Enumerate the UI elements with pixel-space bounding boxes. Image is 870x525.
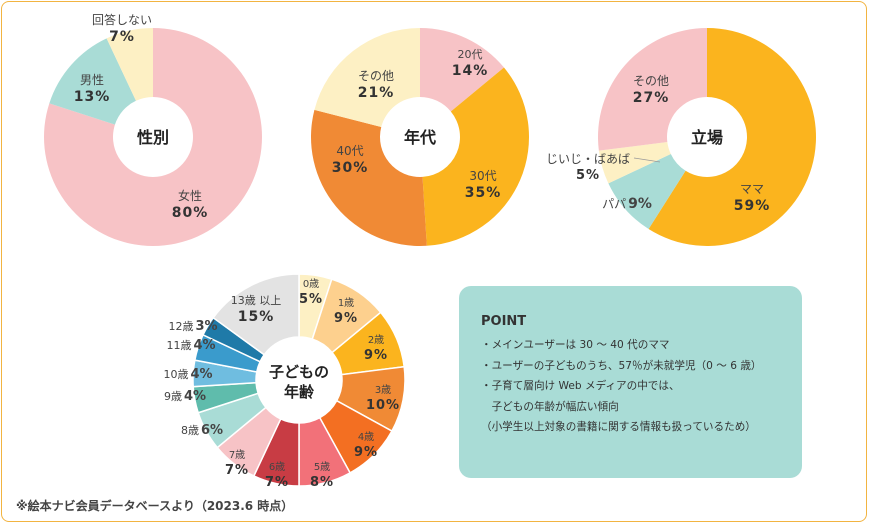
chart1-slice-2	[106, 28, 153, 101]
chart4-label-name-12: 12歳	[168, 320, 193, 333]
chart2-slice-1	[422, 67, 529, 246]
chart4-slice-13	[212, 273, 300, 356]
chart4-label-value-2: 9%	[364, 348, 388, 363]
chart3-label-1: パパ 9%	[602, 196, 652, 212]
chart4-label-value-3: 10%	[366, 398, 400, 413]
chart4-label-value-12: 3%	[195, 319, 217, 334]
chart4-label-name-10: 10歳	[163, 368, 188, 381]
chart4-title-line2: 年齢	[284, 383, 315, 401]
chart1-label-value-0: 80%	[172, 205, 209, 221]
chart4-label-name-7: 7歳	[229, 449, 245, 461]
chart2-label-name-2: 40代	[336, 144, 363, 158]
chart4-label-value-5: 8%	[310, 475, 334, 490]
chart2-label-name-1: 30代	[469, 169, 496, 183]
chart3-label-value-1: 9%	[628, 196, 652, 212]
chart4-label-8: 8歳 6%	[181, 423, 223, 438]
chart4-label-value-4: 9%	[354, 445, 378, 460]
chart4-label-value-10: 4%	[190, 367, 212, 382]
chart4-label-9: 9歳 4%	[164, 389, 206, 404]
chart4-label-value-0: 5%	[299, 292, 323, 307]
chart3-leader-line	[633, 157, 661, 163]
chart4-label-10: 10歳 4%	[163, 367, 212, 382]
chart1-title: 性別	[137, 128, 169, 147]
chart1-label-name-2: 回答しない	[92, 12, 152, 27]
chart4-label-name-1: 1歳	[338, 297, 354, 309]
footnote: ※絵本ナビ会員データベースより（2023.6 時点）	[16, 499, 294, 513]
chart2-slice-0	[420, 28, 504, 112]
chart4-label-value-6: 7%	[265, 475, 289, 490]
donut-chart-2: 20代 14% 30代 35% 40代 30% その他 21% 年代	[310, 28, 529, 247]
chart3-slice-3	[598, 28, 707, 151]
point-line-3: ・子育て層向け Web メディアの中では、	[481, 380, 680, 392]
chart1-slice-0	[44, 28, 263, 246]
chart2-label-value-0: 14%	[452, 63, 489, 79]
chart3-title: 立場	[691, 128, 723, 147]
chart4-label-name-5: 5歳	[314, 461, 330, 473]
chart4-title-line1: 子どもの	[269, 363, 329, 381]
chart3-slice-1	[608, 154, 686, 230]
point-title: POINT	[481, 314, 527, 329]
chart3-slice-0	[648, 28, 817, 247]
chart2-slice-2	[310, 109, 427, 247]
chart4-label-value-1: 9%	[334, 311, 358, 326]
chart2-slice-3	[314, 28, 420, 128]
chart3-label-value-0: 59%	[734, 198, 771, 214]
chart4-label-11: 11歳 4%	[166, 338, 215, 353]
chart4-label-name-3: 3歳	[375, 384, 391, 396]
chart4-label-name-2: 2歳	[368, 334, 384, 346]
chart1-slice-1	[49, 38, 136, 125]
donut-chart-1: 女性 80% 男性 13% 回答しない 7% 性別	[44, 12, 263, 246]
chart3-label-value-2: 5%	[576, 168, 600, 183]
chart2-label-name-3: その他	[358, 69, 394, 83]
chart4-label-value-11: 4%	[193, 338, 215, 353]
chart3-label-name-3: その他	[633, 74, 669, 88]
chart4-label-name-0: 0歳	[303, 278, 319, 290]
chart4-label-value-8: 6%	[201, 423, 223, 438]
chart3-label-name-2: じいじ・ばあば	[546, 152, 630, 166]
chart3-slice-2	[598, 142, 671, 184]
chart1-label-value-2: 7%	[109, 29, 135, 45]
chart2-title: 年代	[404, 128, 436, 147]
chart4-label-name-8: 8歳	[181, 424, 199, 437]
chart4-label-12: 12歳 3%	[168, 319, 217, 334]
chart1-label-name-0: 女性	[178, 188, 202, 203]
chart3-label-name-1: パパ	[602, 197, 626, 211]
point-line-4: 子どもの年齢が幅広い傾向	[481, 400, 619, 413]
chart4-label-name-13: 13歳 以上	[231, 294, 282, 307]
chart4-label-value-9: 4%	[184, 389, 206, 404]
donut-chart-3: ママ 59% パパ 9% じいじ・ばあば 5% その他 27% 立場	[546, 28, 817, 247]
chart2-label-value-1: 35%	[465, 185, 502, 201]
chart4-label-value-13: 15%	[238, 309, 275, 325]
chart4-label-name-6: 6歳	[269, 461, 285, 473]
chart4-label-name-11: 11歳	[166, 339, 191, 352]
chart3-label-value-3: 27%	[633, 90, 670, 106]
chart1-label-name-1: 男性	[80, 73, 104, 87]
point-line-1: ・メインユーザーは 30 〜 40 代のママ	[481, 339, 670, 351]
chart4-label-name-4: 4歳	[358, 431, 374, 443]
chart4-label-value-7: 7%	[225, 463, 249, 478]
point-box: POINT ・メインユーザーは 30 〜 40 代のママ ・ユーザーの子どものう…	[459, 286, 802, 478]
point-line-2: ・ユーザーの子どものうち、57％が未就学児（0 〜 6 歳）	[481, 359, 762, 372]
chart2-label-value-3: 21%	[358, 85, 395, 101]
chart4-label-name-9: 9歳	[164, 390, 182, 403]
chart1-label-value-1: 13%	[74, 89, 111, 105]
chart2-label-value-2: 30%	[332, 160, 369, 176]
chart2-label-name-0: 20代	[458, 48, 483, 61]
point-line-5: （小学生以上対象の書籍に関する情報も扱っているため）	[481, 421, 756, 433]
chart3-label-name-0: ママ	[740, 182, 764, 196]
